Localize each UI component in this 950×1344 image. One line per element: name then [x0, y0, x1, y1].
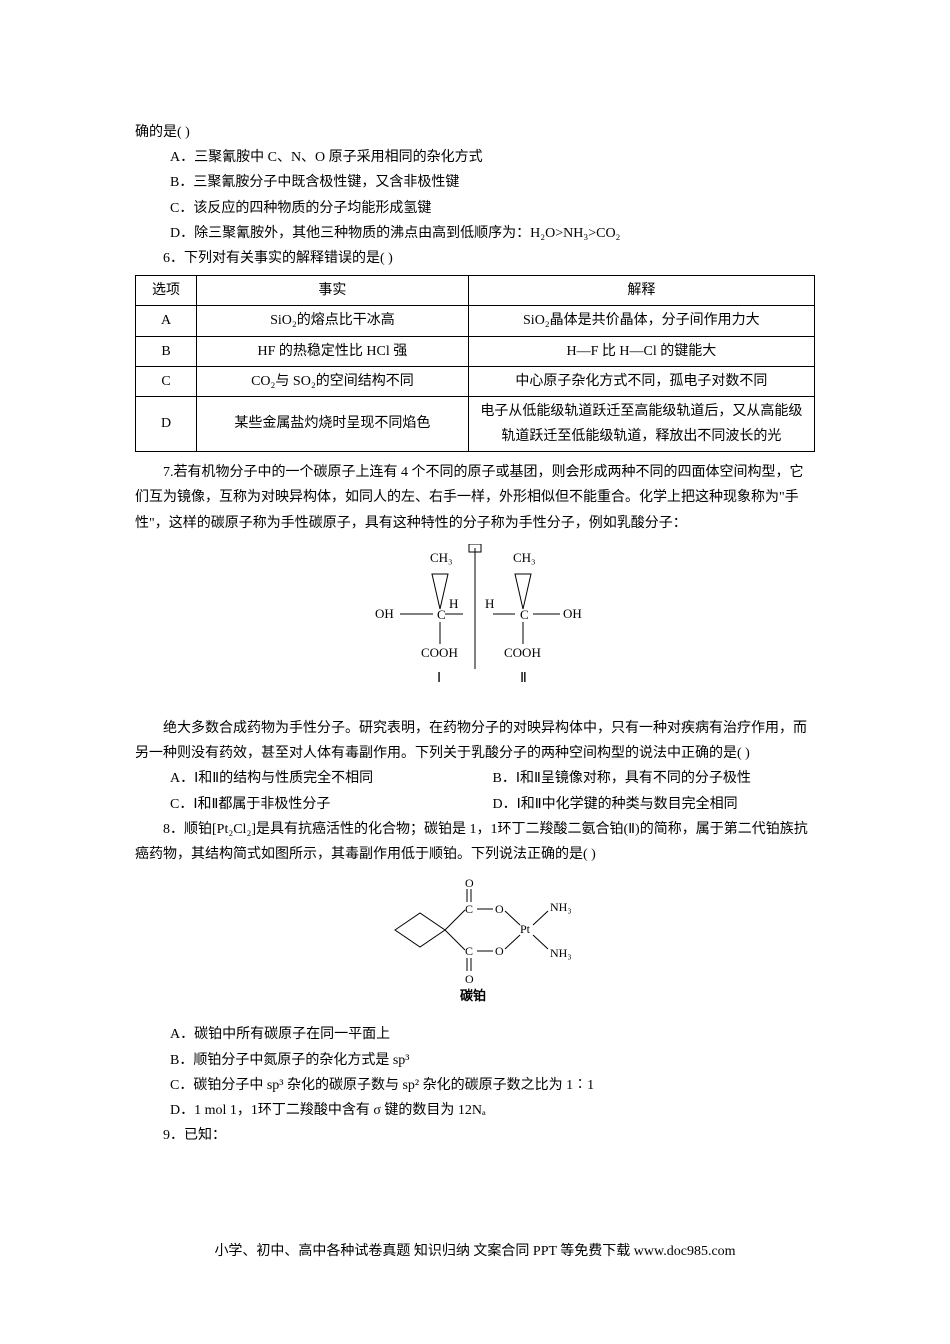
page-footer: 小学、初中、高中各种试卷真题 知识归纳 文案合同 PPT 等免费下载 www.d… — [0, 1239, 950, 1264]
fig-C-R: C — [520, 607, 529, 622]
q7-opt-B: B．Ⅰ和Ⅱ呈镜像对称，具有不同的分子极性 — [493, 766, 816, 791]
q5-stem-tail: 确的是( ) — [135, 120, 815, 145]
cell-D-1: 某些金属盐灼烧时呈现不同焰色 — [197, 396, 469, 451]
cell-B-2: H—F 比 H—Cl 的键能大 — [468, 336, 814, 366]
fig-O-bot2: O — [495, 944, 504, 958]
fig-H-R: H — [485, 596, 494, 611]
fig-COOH-R: COOH — [504, 645, 541, 660]
cell-C-1: CO₂与 SO₂的空间结构不同 — [197, 366, 469, 396]
q8-opt-A: A．碳铂中所有碳原子在同一平面上 — [135, 1022, 815, 1047]
fig-NH3-top: NH₃ — [550, 900, 572, 914]
fig-label-carbo: 碳铂 — [460, 988, 486, 1003]
q9-stem: 9．已知： — [135, 1123, 815, 1148]
q7-figure: CH₃ C OH H COOH Ⅰ CH₃ C H OH COOH Ⅱ — [135, 544, 815, 708]
fig-CH3-L: CH₃ — [430, 550, 453, 565]
fig-O-top: O — [465, 876, 474, 890]
cell-A-2: SiO₂晶体是共价晶体，分子间作用力大 — [468, 306, 814, 336]
fig-NH3-bot: NH₃ — [550, 946, 572, 960]
q5-opt-A: A．三聚氰胺中 C、N、O 原子采用相同的杂化方式 — [135, 145, 815, 170]
fig-C-bot: C — [465, 944, 473, 958]
th-expl: 解释 — [468, 276, 814, 306]
q7-opts-row1: A．Ⅰ和Ⅱ的结构与性质完全不相同 B．Ⅰ和Ⅱ呈镜像对称，具有不同的分子极性 — [135, 766, 815, 791]
fig-H-L: H — [449, 596, 458, 611]
fig-O-bot: O — [465, 972, 474, 986]
fig-Pt: Pt — [520, 922, 531, 936]
cell-A-0: A — [136, 306, 197, 336]
q7-para1: 7.若有机物分子中的一个碳原子上连有 4 个不同的原子或基团，则会形成两种不同的… — [135, 460, 815, 536]
table-row: D 某些金属盐灼烧时呈现不同焰色 电子从低能级轨道跃迁至高能级轨道后，又从高能级… — [136, 396, 815, 451]
fig-label-I: Ⅰ — [437, 671, 441, 686]
table-row: C CO₂与 SO₂的空间结构不同 中心原子杂化方式不同，孤电子对数不同 — [136, 366, 815, 396]
fig-C-top: C — [465, 902, 473, 916]
lactic-acid-diagram: CH₃ C OH H COOH Ⅰ CH₃ C H OH COOH Ⅱ — [345, 544, 605, 699]
q7-para2: 绝大多数合成药物为手性分子。研究表明，在药物分子的对映异构体中，只有一种对疾病有… — [135, 716, 815, 766]
cell-D-0: D — [136, 396, 197, 451]
q7-opt-A: A．Ⅰ和Ⅱ的结构与性质完全不相同 — [135, 766, 493, 791]
cell-A-1: SiO₂的熔点比干冰高 — [197, 306, 469, 336]
q8-opt-D: D．1 mol 1，1环丁二羧酸中含有 σ 键的数目为 12Nₐ — [135, 1098, 815, 1123]
th-fact: 事实 — [197, 276, 469, 306]
q7-opt-D: D．Ⅰ和Ⅱ中化学键的种类与数目完全相同 — [493, 792, 816, 817]
fig-C-L: C — [437, 607, 446, 622]
q8-opt-B: B．顺铂分子中氮原子的杂化方式是 sp³ — [135, 1048, 815, 1073]
th-opt: 选项 — [136, 276, 197, 306]
q8-opt-C: C．碳铂分子中 sp³ 杂化的碳原子数与 sp² 杂化的碳原子数之比为 1∶1 — [135, 1073, 815, 1098]
q7-opt-C: C．Ⅰ和Ⅱ都属于非极性分子 — [135, 792, 493, 817]
q5-opt-D: D．除三聚氰胺外，其他三种物质的沸点由高到低顺序为：H₂O>NH₃>CO₂ — [135, 221, 815, 246]
cell-B-0: B — [136, 336, 197, 366]
q8-stem: 8．顺铂[Pt₂Cl₂]是具有抗癌活性的化合物；碳铂是 1，1环丁二羧酸二氨合铂… — [135, 817, 815, 867]
fig-CH3-R: CH₃ — [513, 550, 536, 565]
fig-label-II: Ⅱ — [520, 671, 527, 686]
q6-table: 选项 事实 解释 A SiO₂的熔点比干冰高 SiO₂晶体是共价晶体，分子间作用… — [135, 275, 815, 452]
fig-COOH-L: COOH — [421, 645, 458, 660]
q6-stem: 6．下列对有关事实的解释错误的是( ) — [135, 246, 815, 271]
q5-opt-C: C．该反应的四种物质的分子均能形成氢键 — [135, 196, 815, 221]
q8-figure: C O O C O O Pt NH₃ NH₃ 碳铂 — [135, 875, 815, 1014]
fig-OH-L: OH — [375, 606, 394, 621]
cell-D-2: 电子从低能级轨道跃迁至高能级轨道后，又从高能级轨道跃迁至低能级轨道，释放出不同波… — [468, 396, 814, 451]
fig-OH-R: OH — [563, 606, 582, 621]
table-row: A SiO₂的熔点比干冰高 SiO₂晶体是共价晶体，分子间作用力大 — [136, 306, 815, 336]
carboplatin-diagram: C O O C O O Pt NH₃ NH₃ 碳铂 — [365, 875, 585, 1005]
cell-C-2: 中心原子杂化方式不同，孤电子对数不同 — [468, 366, 814, 396]
cell-B-1: HF 的热稳定性比 HCl 强 — [197, 336, 469, 366]
q7-opts-row2: C．Ⅰ和Ⅱ都属于非极性分子 D．Ⅰ和Ⅱ中化学键的种类与数目完全相同 — [135, 792, 815, 817]
fig-O-top2: O — [495, 902, 504, 916]
q5-opt-B: B．三聚氰胺分子中既含极性键，又含非极性键 — [135, 170, 815, 195]
table-row: B HF 的热稳定性比 HCl 强 H—F 比 H—Cl 的键能大 — [136, 336, 815, 366]
cell-C-0: C — [136, 366, 197, 396]
